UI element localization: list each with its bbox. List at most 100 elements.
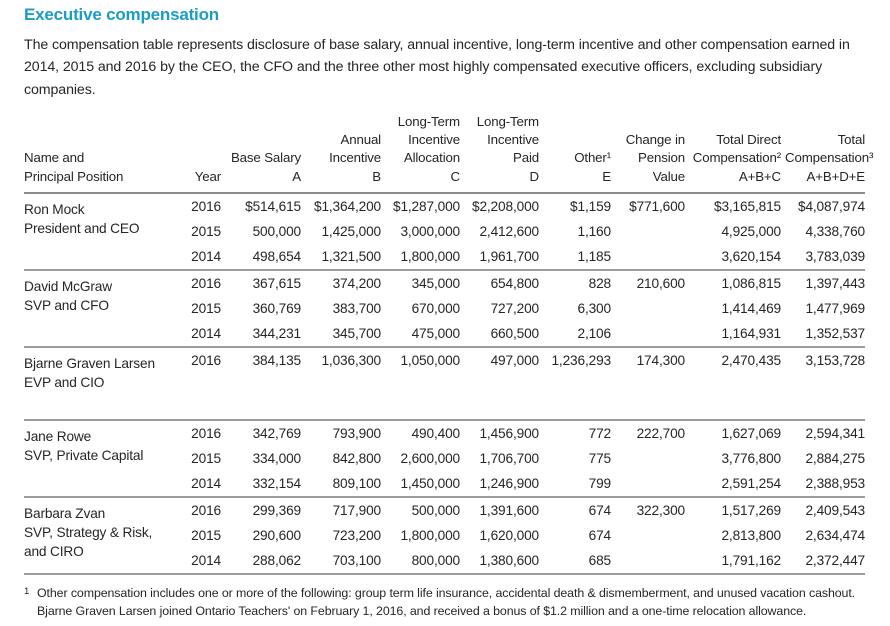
value-cell: 498,654: [252, 248, 302, 264]
page-title: Executive compensation: [24, 5, 219, 24]
column-header-name: Name and Principal Position: [24, 150, 124, 184]
value-cell: 3,620,154: [721, 248, 781, 264]
value-cell: 1,164,931: [721, 325, 781, 341]
value-cell: 384,135: [252, 352, 302, 368]
column-header-base: Base Salary A: [230, 150, 301, 184]
table-row: Jane Rowe SVP, Private Capital 2016 342,769…: [24, 420, 865, 463]
value-cell: 1,414,469: [721, 300, 781, 316]
value-cell: 174,300: [636, 352, 686, 368]
year-cell: 2015: [191, 450, 221, 466]
value-cell: 222,700: [636, 425, 686, 441]
value-cell: 290,600: [252, 527, 302, 543]
value-cell: 1,321,500: [321, 248, 381, 264]
footnotes: 1 Other compensation includes one or more…: [24, 584, 865, 626]
value-cell: 1,236,293: [551, 352, 611, 368]
value-cell: 654,800: [490, 275, 540, 291]
value-cell: 1,517,269: [721, 502, 781, 518]
value-cell: 842,800: [332, 450, 382, 466]
value-cell: 1,246,900: [479, 475, 539, 491]
year-cell: 2016: [191, 352, 221, 368]
executive-section: Barbara Zvan SVP, Strategy & Risk, and CI…: [24, 497, 865, 574]
value-cell: 2,594,341: [805, 425, 865, 441]
executive-name-cell: Ron Mock President and CEO: [24, 193, 169, 270]
value-cell: 345,700: [332, 325, 382, 341]
year-cell: 2015: [191, 223, 221, 239]
value-cell: 1,086,815: [721, 275, 781, 291]
table-row: David McGraw SVP and CFO 2016 367,615 374,20…: [24, 270, 865, 313]
value-cell: 2,591,254: [721, 475, 781, 491]
value-cell: [611, 244, 685, 270]
column-header-tdc: Total Direct Compensation² A+B+C: [692, 132, 781, 184]
year-cell: 2014: [191, 248, 221, 264]
value-cell: 1,456,900: [479, 425, 539, 441]
column-header-year: Year: [194, 168, 221, 184]
value-cell: $3,165,815: [713, 198, 781, 214]
value-cell: $4,087,974: [797, 198, 865, 214]
year-cell: 2014: [191, 325, 221, 341]
value-cell: 1,160: [577, 223, 611, 239]
year-cell: 2016: [191, 275, 221, 291]
value-cell: 500,000: [411, 502, 461, 518]
executive-section: Jane Rowe SVP, Private Capital 2016 342,769…: [24, 420, 865, 497]
value-cell: 288,062: [252, 552, 302, 568]
value-cell: [611, 446, 685, 471]
value-cell: [611, 219, 685, 244]
executive-position: EVP and CIO: [24, 374, 105, 390]
value-cell: $2,208,000: [471, 198, 539, 214]
table-header: Name and Principal Position Year Base Salar…: [24, 113, 874, 193]
value-cell: 475,000: [411, 325, 461, 341]
table-row: 2015 500,000 1,425,000 3,000,000 2,412,600 1,…: [24, 219, 865, 244]
executive-name: Jane Rowe: [24, 428, 92, 444]
value-cell: 2,388,953: [805, 475, 865, 491]
year-cell: 2015: [191, 300, 221, 316]
value-cell: 1,477,969: [805, 300, 865, 316]
value-cell: 1,791,162: [721, 552, 781, 568]
value-cell: 2,412,600: [479, 223, 539, 239]
value-cell: 490,400: [411, 425, 461, 441]
table-row: 2014 332,154 809,100 1,450,000 1,246,900 799 2…: [24, 471, 865, 497]
executive-section: Bjarne Graven Larsen EVP and CIO 2016 384,1…: [24, 347, 865, 420]
intro-paragraph: The compensation table represents disclo…: [24, 37, 850, 98]
executive-name: David McGraw: [24, 278, 112, 294]
value-cell: 1,050,000: [400, 352, 460, 368]
spacer-cell: [169, 373, 865, 420]
value-cell: 1,706,700: [479, 450, 539, 466]
executive-position: SVP, Private Capital: [24, 447, 144, 463]
column-header-other: Other¹ E: [574, 150, 611, 184]
column-header-pension: Change in Pension Value: [625, 132, 685, 184]
value-cell: [611, 471, 685, 497]
executive-name-cell: David McGraw SVP and CFO: [24, 270, 169, 347]
value-cell: 497,000: [490, 352, 540, 368]
value-cell: 1,185: [577, 248, 611, 264]
value-cell: 793,900: [332, 425, 382, 441]
value-cell: [611, 296, 685, 321]
header-row: Name and Principal Position Year Base Salar…: [24, 113, 874, 193]
value-cell: 2,884,275: [805, 450, 865, 466]
value-cell: 1,961,700: [479, 248, 539, 264]
value-cell: 374,200: [332, 275, 382, 291]
value-cell: 2,813,800: [721, 527, 781, 543]
value-cell: 1,425,000: [321, 223, 381, 239]
value-cell: 383,700: [332, 300, 382, 316]
value-cell: 3,153,728: [805, 352, 865, 368]
value-cell: 660,500: [490, 325, 540, 341]
year-cell: 2015: [191, 527, 221, 543]
column-header-total: Total Compensation³ A+B+D+E: [785, 132, 874, 184]
value-cell: 3,776,800: [721, 450, 781, 466]
value-cell: $1,287,000: [392, 198, 460, 214]
year-cell: 2014: [191, 552, 221, 568]
value-cell: 6,300: [577, 300, 611, 316]
value-cell: 1,036,300: [321, 352, 381, 368]
value-cell: 727,200: [490, 300, 540, 316]
value-cell: 809,100: [332, 475, 382, 491]
value-cell: 1,620,000: [479, 527, 539, 543]
value-cell: 1,352,537: [805, 325, 865, 341]
value-cell: 772: [588, 425, 612, 441]
value-cell: 1,397,443: [805, 275, 865, 291]
value-cell: 3,000,000: [400, 223, 460, 239]
value-cell: 334,000: [252, 450, 302, 466]
value-cell: 685: [588, 552, 612, 568]
value-cell: 367,615: [252, 275, 302, 291]
value-cell: 2,634,474: [805, 527, 865, 543]
